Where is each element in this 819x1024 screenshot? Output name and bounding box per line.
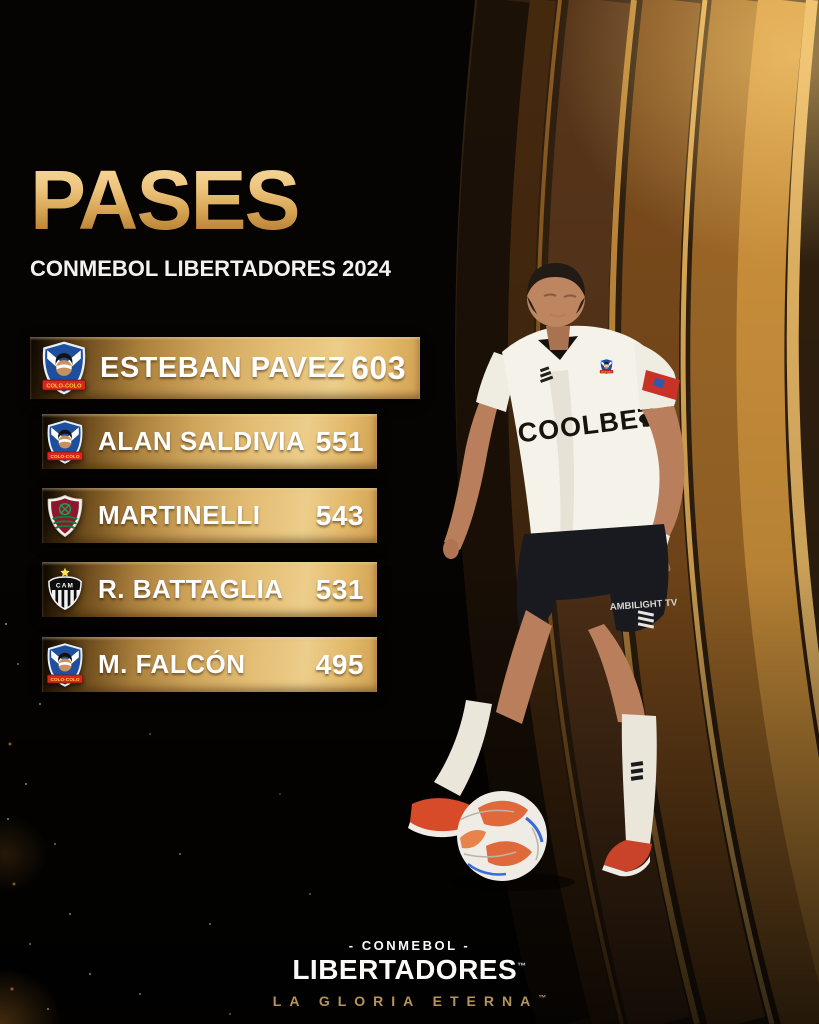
match-ball (457, 791, 547, 881)
player-hair (527, 263, 586, 297)
player-shorts (516, 524, 669, 632)
stat-row-4: R. BATTAGLIA 531 (42, 562, 377, 617)
player-left-sock (434, 700, 492, 796)
club-badge-fluminense-icon (42, 493, 88, 539)
player-right-boot (604, 840, 652, 872)
player-name: MARTINELLI (98, 500, 261, 530)
page-subtitle: CONMEBOL LIBERTADORES 2024 (30, 256, 392, 281)
player-right-arm (642, 406, 685, 542)
competition-logo: - CONMEBOL - LIBERTADORES™ LA GLORIA ETE… (0, 938, 819, 1009)
libertadores-wordmark: LIBERTADORES™ (292, 954, 527, 985)
shorts-sponsor-text: AMBILIGHT TV (609, 597, 678, 613)
stat-row-2: ALAN SALDIVIA 551 (42, 414, 377, 469)
stat-row-1: ESTEBAN PAVEZ 603 (30, 337, 420, 399)
club-badge-colo-colo-icon (42, 642, 88, 688)
pass-count: 531 (315, 573, 364, 605)
ball-shadow (451, 873, 575, 891)
player-name: M. FALCÓN (98, 649, 246, 679)
player-left-arm (444, 362, 510, 550)
page-title: PASES (30, 158, 391, 242)
pass-count: 543 (315, 499, 364, 531)
conmebol-wordmark: - CONMEBOL - (348, 938, 471, 953)
pass-count: 551 (315, 425, 364, 457)
jersey-brand-mark (539, 366, 554, 383)
jersey-crest-colo-colo-icon (599, 358, 614, 375)
player-name: ALAN SALDIVIA (98, 426, 306, 456)
player-name: R. BATTAGLIA (98, 574, 284, 604)
player-left-boot (410, 798, 475, 832)
club-badge-colo-colo-icon (36, 340, 92, 396)
slogan-text: LA GLORIA ETERNA™ (272, 993, 547, 1009)
player-head (527, 269, 585, 327)
club-badge-atletico-mineiro-icon (42, 567, 88, 613)
player-neck (546, 326, 570, 350)
stat-row-5: M. FALCÓN 495 (42, 637, 377, 692)
player-name: ESTEBAN PAVEZ (100, 351, 346, 384)
player-photo-illustration: COOLBET AMBILIGHT TV (408, 263, 685, 891)
stat-row-3: MARTINELLI 543 (42, 488, 377, 543)
pass-count: 495 (315, 648, 364, 680)
pass-count: 603 (351, 349, 406, 386)
club-badge-colo-colo-icon (42, 419, 88, 465)
